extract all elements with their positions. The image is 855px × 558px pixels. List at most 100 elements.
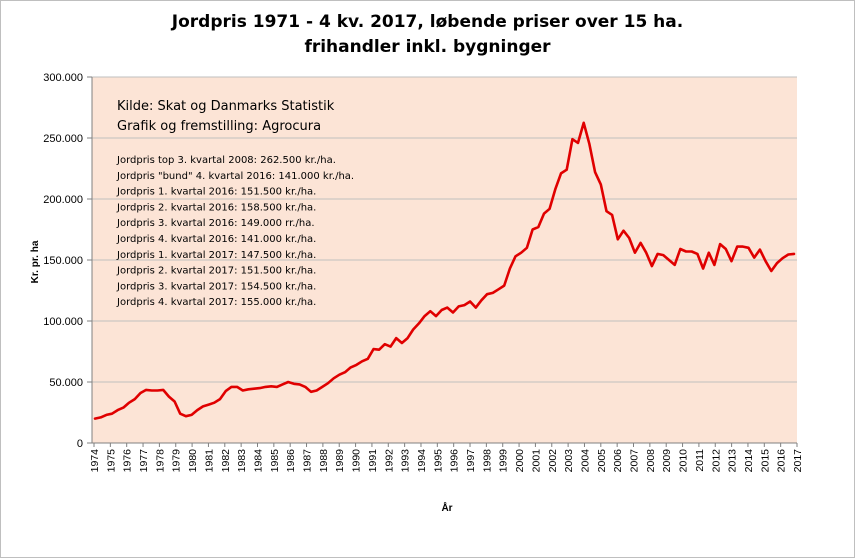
data-point [406,337,409,339]
x-tick-label: 2011 [694,449,706,472]
y-tick-label: 200.000 [43,194,83,206]
data-point [401,342,403,344]
data-point [378,348,380,351]
x-tick-label: 2007 [629,449,641,473]
data-point [753,256,755,259]
data-point [105,414,108,416]
data-point [440,309,443,311]
data-point [94,417,96,420]
data-point [560,172,562,175]
y-tick-label: 0 [77,438,83,450]
y-axis-ticks: 0 50.000 100.000 150.000 200.000 250.000 300.0… [43,72,92,450]
data-point [122,406,125,409]
data-point [293,383,295,385]
x-tick-label: 1992 [383,449,395,473]
x-tick-label: 1979 [171,449,183,473]
data-point [418,322,420,325]
x-tick-label: 1978 [154,449,166,473]
data-point [196,409,199,411]
annotation-source: Kilde: Skat og Danmarks Statistik [117,99,335,114]
data-point [173,400,176,403]
data-point [264,386,267,388]
data-point [321,386,324,388]
annotation-note: Jordpris 4. kvartal 2016: 141.000 kr./ha… [116,234,316,245]
annotation-credit: Grafik og fremstilling: Agrocura [117,119,321,134]
annotation-note: Jordpris 2. kvartal 2016: 158.500 kr./ha… [116,202,316,213]
x-tick-label: 2001 [530,449,542,473]
data-point [554,188,557,190]
data-point [622,229,625,232]
data-point [475,306,477,309]
data-point [327,382,329,385]
x-tick-label: 2000 [514,449,526,473]
x-tick-label: 1974 [89,449,101,473]
data-point [509,267,511,270]
data-point [662,254,665,256]
data-point [668,259,670,261]
x-tick-label: 1991 [367,449,379,473]
y-tick-label: 100.000 [43,316,83,328]
data-point [242,389,244,392]
data-point [435,315,437,317]
data-point [219,398,221,400]
annotations: Kilde: Skat og Danmarks Statistik Grafik… [116,99,354,308]
x-tick-label: 1990 [351,449,363,473]
x-axis-label: År [441,501,452,514]
data-point [571,138,574,140]
data-point [679,248,682,250]
data-point [469,300,471,303]
data-point [287,381,290,383]
x-tick-label: 1995 [432,449,444,473]
data-point [230,386,233,388]
data-point [696,253,699,255]
data-point [656,253,659,255]
x-tick-label: 1985 [269,449,281,473]
data-point [128,401,130,404]
annotation-note: Jordpris top 3. kvartal 2008: 262.500 kr… [116,155,336,166]
data-point [702,267,704,270]
data-point [639,242,642,244]
data-point [742,245,744,248]
data-point [315,389,318,392]
x-tick-label: 1994 [416,449,428,473]
y-axis-label: Kr. pr. ha [30,240,41,283]
data-point [202,405,204,408]
data-point [776,262,778,264]
x-tick-label: 1998 [481,449,493,473]
data-point [531,228,534,231]
data-point [514,255,517,258]
data-point [713,264,716,266]
annotation-note: Jordpris "bund" 4. kvartal 2016: 141.000… [116,171,354,182]
data-point [497,288,500,291]
annotation-note: Jordpris 2. kvartal 2017: 151.500 kr./ha… [116,266,316,277]
data-point [480,299,483,302]
x-tick-label: 2016 [776,449,788,473]
x-tick-label: 1982 [220,449,232,473]
data-point [685,250,687,253]
y-tick-label: 150.000 [43,255,83,267]
data-point [139,392,142,394]
data-point [594,171,596,173]
data-point [151,389,153,392]
data-point [537,226,540,228]
data-point [213,401,216,404]
data-point [224,390,227,392]
data-point [395,337,398,339]
data-point [793,253,795,255]
x-tick-label: 2010 [678,449,690,473]
x-tick-label: 2015 [759,449,771,473]
data-point [690,250,693,253]
data-point [617,238,619,241]
data-point [156,389,159,392]
data-point [384,343,386,346]
y-tick-label: 50.000 [49,377,83,389]
x-axis-ticks: 1974 1975 1976 1977 1978 1979 1980 1981 1982 1983… [89,443,804,472]
data-point [520,251,522,254]
chart-title: Jordpris 1971 - 4 kv. 2017, løbende pris… [0,10,855,60]
x-tick-label: 1988 [318,449,330,473]
data-point [207,403,210,406]
data-point [281,383,284,386]
data-point [367,358,369,360]
data-point [355,364,358,366]
